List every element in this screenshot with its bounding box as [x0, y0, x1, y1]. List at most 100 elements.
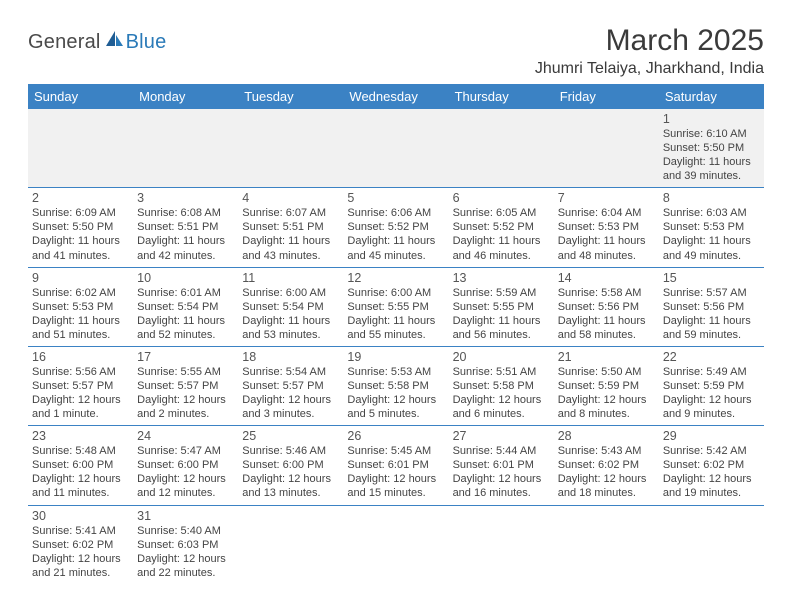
sunrise-text: Sunrise: 5:43 AM: [558, 444, 655, 458]
calendar-week-row: 2Sunrise: 6:09 AMSunset: 5:50 PMDaylight…: [28, 188, 764, 267]
day-number: 15: [663, 271, 760, 285]
calendar-day-cell: 10Sunrise: 6:01 AMSunset: 5:54 PMDayligh…: [133, 267, 238, 346]
day-number: 29: [663, 429, 760, 443]
sunrise-text: Sunrise: 6:02 AM: [32, 286, 129, 300]
calendar-day-cell: [449, 505, 554, 584]
sunrise-text: Sunrise: 6:09 AM: [32, 206, 129, 220]
calendar-day-cell: [28, 109, 133, 188]
calendar-page: General Blue March 2025 Jhumri Telaiya, …: [0, 0, 792, 596]
calendar-day-cell: 28Sunrise: 5:43 AMSunset: 6:02 PMDayligh…: [554, 426, 659, 505]
sunset-text: Sunset: 5:55 PM: [453, 300, 550, 314]
day-number: 16: [32, 350, 129, 364]
calendar-day-cell: 30Sunrise: 5:41 AMSunset: 6:02 PMDayligh…: [28, 505, 133, 584]
daylight-text: Daylight: 12 hours and 15 minutes.: [347, 472, 444, 500]
calendar-day-cell: 7Sunrise: 6:04 AMSunset: 5:53 PMDaylight…: [554, 188, 659, 267]
sunrise-text: Sunrise: 5:57 AM: [663, 286, 760, 300]
sunset-text: Sunset: 5:56 PM: [558, 300, 655, 314]
calendar-day-cell: 3Sunrise: 6:08 AMSunset: 5:51 PMDaylight…: [133, 188, 238, 267]
daylight-text: Daylight: 12 hours and 6 minutes.: [453, 393, 550, 421]
calendar-day-cell: [554, 505, 659, 584]
calendar-day-cell: 1Sunrise: 6:10 AMSunset: 5:50 PMDaylight…: [659, 109, 764, 188]
sunset-text: Sunset: 6:01 PM: [453, 458, 550, 472]
daylight-text: Daylight: 11 hours and 58 minutes.: [558, 314, 655, 342]
calendar-body: 1Sunrise: 6:10 AMSunset: 5:50 PMDaylight…: [28, 109, 764, 584]
day-number: 27: [453, 429, 550, 443]
daylight-text: Daylight: 12 hours and 1 minute.: [32, 393, 129, 421]
calendar-day-cell: 14Sunrise: 5:58 AMSunset: 5:56 PMDayligh…: [554, 267, 659, 346]
calendar-day-cell: 5Sunrise: 6:06 AMSunset: 5:52 PMDaylight…: [343, 188, 448, 267]
sunset-text: Sunset: 5:50 PM: [32, 220, 129, 234]
sunrise-text: Sunrise: 6:00 AM: [347, 286, 444, 300]
sunset-text: Sunset: 5:59 PM: [663, 379, 760, 393]
calendar-day-cell: 17Sunrise: 5:55 AMSunset: 5:57 PMDayligh…: [133, 346, 238, 425]
sunrise-text: Sunrise: 5:56 AM: [32, 365, 129, 379]
day-number: 31: [137, 509, 234, 523]
sunrise-text: Sunrise: 6:03 AM: [663, 206, 760, 220]
col-friday: Friday: [554, 84, 659, 109]
sunrise-text: Sunrise: 5:48 AM: [32, 444, 129, 458]
sunset-text: Sunset: 5:57 PM: [32, 379, 129, 393]
sunset-text: Sunset: 5:56 PM: [663, 300, 760, 314]
calendar-day-cell: [449, 109, 554, 188]
daylight-text: Daylight: 11 hours and 52 minutes.: [137, 314, 234, 342]
daylight-text: Daylight: 11 hours and 49 minutes.: [663, 234, 760, 262]
daylight-text: Daylight: 12 hours and 18 minutes.: [558, 472, 655, 500]
calendar-day-cell: 12Sunrise: 6:00 AMSunset: 5:55 PMDayligh…: [343, 267, 448, 346]
calendar-day-cell: 11Sunrise: 6:00 AMSunset: 5:54 PMDayligh…: [238, 267, 343, 346]
location-text: Jhumri Telaiya, Jharkhand, India: [535, 60, 764, 78]
calendar-day-cell: [238, 109, 343, 188]
sunset-text: Sunset: 5:54 PM: [137, 300, 234, 314]
daylight-text: Daylight: 12 hours and 16 minutes.: [453, 472, 550, 500]
sunset-text: Sunset: 6:02 PM: [32, 538, 129, 552]
day-number: 26: [347, 429, 444, 443]
calendar-day-cell: 31Sunrise: 5:40 AMSunset: 6:03 PMDayligh…: [133, 505, 238, 584]
daylight-text: Daylight: 11 hours and 42 minutes.: [137, 234, 234, 262]
logo: General Blue: [28, 24, 166, 54]
sunset-text: Sunset: 5:57 PM: [137, 379, 234, 393]
calendar-week-row: 16Sunrise: 5:56 AMSunset: 5:57 PMDayligh…: [28, 346, 764, 425]
daylight-text: Daylight: 12 hours and 11 minutes.: [32, 472, 129, 500]
sail-icon: [104, 30, 124, 53]
sunrise-text: Sunrise: 6:04 AM: [558, 206, 655, 220]
calendar-day-cell: 16Sunrise: 5:56 AMSunset: 5:57 PMDayligh…: [28, 346, 133, 425]
daylight-text: Daylight: 11 hours and 39 minutes.: [663, 155, 760, 183]
sunset-text: Sunset: 5:51 PM: [242, 220, 339, 234]
day-number: 8: [663, 191, 760, 205]
day-number: 25: [242, 429, 339, 443]
calendar-day-cell: 9Sunrise: 6:02 AMSunset: 5:53 PMDaylight…: [28, 267, 133, 346]
sunrise-text: Sunrise: 6:10 AM: [663, 127, 760, 141]
sunset-text: Sunset: 5:59 PM: [558, 379, 655, 393]
daylight-text: Daylight: 12 hours and 12 minutes.: [137, 472, 234, 500]
sunset-text: Sunset: 5:51 PM: [137, 220, 234, 234]
sunset-text: Sunset: 6:01 PM: [347, 458, 444, 472]
col-tuesday: Tuesday: [238, 84, 343, 109]
day-number: 24: [137, 429, 234, 443]
calendar-week-row: 1Sunrise: 6:10 AMSunset: 5:50 PMDaylight…: [28, 109, 764, 188]
calendar-day-cell: 8Sunrise: 6:03 AMSunset: 5:53 PMDaylight…: [659, 188, 764, 267]
daylight-text: Daylight: 12 hours and 3 minutes.: [242, 393, 339, 421]
calendar-day-cell: 18Sunrise: 5:54 AMSunset: 5:57 PMDayligh…: [238, 346, 343, 425]
sunset-text: Sunset: 5:58 PM: [453, 379, 550, 393]
sunset-text: Sunset: 5:54 PM: [242, 300, 339, 314]
sunset-text: Sunset: 5:55 PM: [347, 300, 444, 314]
calendar-day-cell: 24Sunrise: 5:47 AMSunset: 6:00 PMDayligh…: [133, 426, 238, 505]
daylight-text: Daylight: 12 hours and 21 minutes.: [32, 552, 129, 580]
day-number: 4: [242, 191, 339, 205]
sunrise-text: Sunrise: 5:51 AM: [453, 365, 550, 379]
sunrise-text: Sunrise: 6:06 AM: [347, 206, 444, 220]
sunset-text: Sunset: 6:03 PM: [137, 538, 234, 552]
sunrise-text: Sunrise: 5:47 AM: [137, 444, 234, 458]
daylight-text: Daylight: 12 hours and 5 minutes.: [347, 393, 444, 421]
calendar-table: Sunday Monday Tuesday Wednesday Thursday…: [28, 84, 764, 584]
sunset-text: Sunset: 5:57 PM: [242, 379, 339, 393]
page-header: General Blue March 2025 Jhumri Telaiya, …: [28, 24, 764, 78]
col-monday: Monday: [133, 84, 238, 109]
daylight-text: Daylight: 11 hours and 51 minutes.: [32, 314, 129, 342]
day-number: 17: [137, 350, 234, 364]
calendar-week-row: 23Sunrise: 5:48 AMSunset: 6:00 PMDayligh…: [28, 426, 764, 505]
col-sunday: Sunday: [28, 84, 133, 109]
sunset-text: Sunset: 5:53 PM: [663, 220, 760, 234]
calendar-day-cell: [238, 505, 343, 584]
day-number: 3: [137, 191, 234, 205]
sunset-text: Sunset: 5:50 PM: [663, 141, 760, 155]
